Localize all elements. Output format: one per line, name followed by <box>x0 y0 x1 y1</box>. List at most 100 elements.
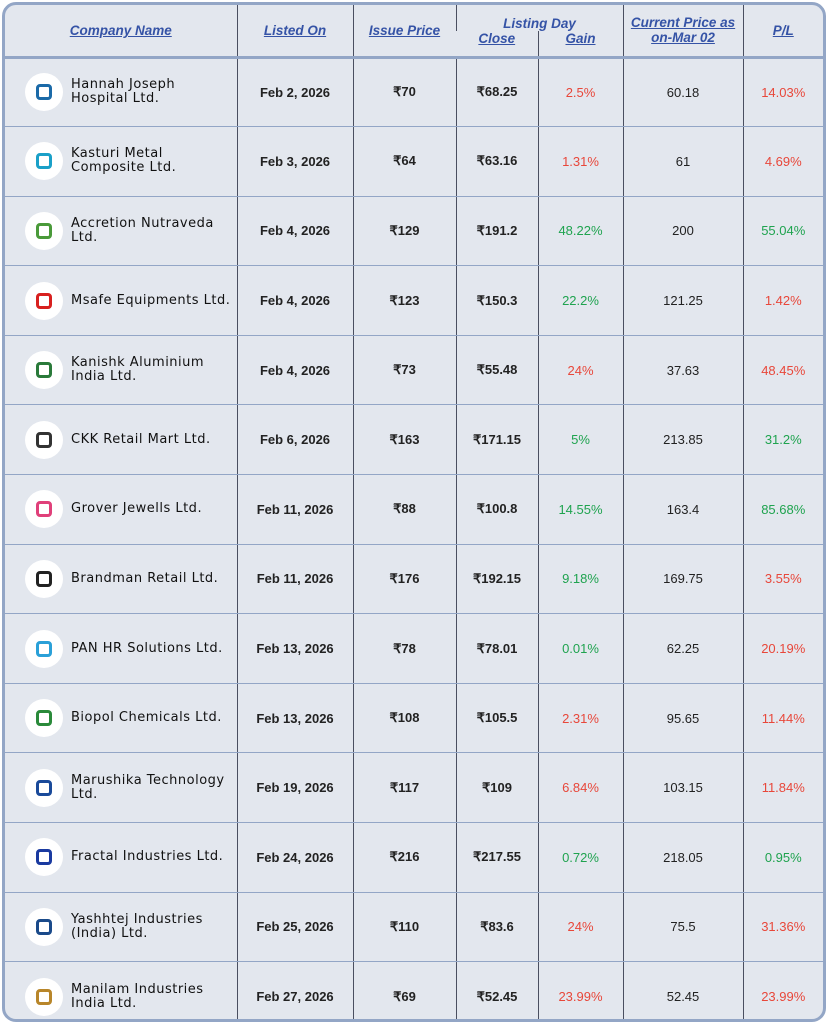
listing-gain: 24% <box>537 892 624 963</box>
company-logo-icon <box>25 211 63 250</box>
company-name[interactable]: PAN HR Solutions Ltd. <box>71 640 223 656</box>
listing-close: ₹217.55 <box>455 822 538 893</box>
listed-on: Feb 11, 2026 <box>236 544 353 615</box>
current-price: 75.5 <box>622 892 744 963</box>
company-name[interactable]: Yashhtej Industries (India) Ltd. <box>71 911 203 941</box>
profit-loss: 23.99% <box>742 961 823 1019</box>
company-name[interactable]: Brandman Retail Ltd. <box>71 570 219 586</box>
listing-close: ₹68.25 <box>455 57 538 128</box>
company-logo-icon <box>25 907 63 946</box>
current-price: 121.25 <box>622 265 744 336</box>
company-name[interactable]: Grover Jewells Ltd. <box>71 501 203 517</box>
table-row: Biopol Chemicals Ltd. Feb 13, 2026 ₹108 … <box>5 683 823 754</box>
listing-close: ₹192.15 <box>455 544 538 615</box>
listing-gain: 0.72% <box>537 822 624 893</box>
profit-loss: 14.03% <box>742 57 823 128</box>
listing-close: ₹171.15 <box>455 404 538 476</box>
company-name[interactable]: Msafe Equipments Ltd. <box>71 292 231 308</box>
issue-price: ₹129 <box>352 196 456 267</box>
listing-close: ₹55.48 <box>455 335 538 406</box>
table-row: Manilam Industries India Ltd. Feb 27, 20… <box>5 961 823 1019</box>
company-logo-icon <box>25 73 63 112</box>
issue-price: ₹70 <box>352 57 456 128</box>
table-row: CKK Retail Mart Ltd. Feb 6, 2026 ₹163 ₹1… <box>5 404 823 476</box>
listing-gain: 24% <box>537 335 624 406</box>
listing-close: ₹109 <box>455 752 538 824</box>
table-row: Kasturi Metal Composite Ltd. Feb 3, 2026… <box>5 126 823 197</box>
listed-on: Feb 24, 2026 <box>236 822 353 893</box>
header-listed-on[interactable]: Listed On <box>236 5 353 59</box>
table-row: PAN HR Solutions Ltd. Feb 13, 2026 ₹78 ₹… <box>5 613 823 684</box>
company-logo-icon <box>25 768 63 807</box>
company-name[interactable]: Accretion Nutraveda Ltd. <box>71 215 214 245</box>
company-name[interactable]: CKK Retail Mart Ltd. <box>71 431 211 447</box>
listing-gain: 0.01% <box>537 613 624 684</box>
listing-gain: 9.18% <box>537 544 624 615</box>
profit-loss: 11.44% <box>742 683 823 754</box>
issue-price: ₹216 <box>352 822 456 893</box>
issue-price: ₹78 <box>352 613 456 684</box>
listed-on: Feb 2, 2026 <box>236 57 353 128</box>
listing-gain: 5% <box>537 404 624 476</box>
profit-loss: 55.04% <box>742 196 823 267</box>
company-logo-icon <box>25 281 63 320</box>
current-price: 213.85 <box>622 404 744 476</box>
table-row: Accretion Nutraveda Ltd. Feb 4, 2026 ₹12… <box>5 196 823 267</box>
listing-close: ₹63.16 <box>455 126 538 197</box>
listed-on: Feb 4, 2026 <box>236 335 353 406</box>
current-price: 52.45 <box>622 961 744 1019</box>
listed-on: Feb 3, 2026 <box>236 126 353 197</box>
issue-price: ₹73 <box>352 335 456 406</box>
company-name[interactable]: Kasturi Metal Composite Ltd. <box>71 146 177 176</box>
listing-close: ₹52.45 <box>455 961 538 1019</box>
header-current-price[interactable]: Current Price as on-Mar 02 <box>622 5 744 59</box>
issue-price: ₹108 <box>352 683 456 754</box>
current-price: 61 <box>622 126 744 197</box>
header-close[interactable]: Close <box>456 31 538 59</box>
profit-loss: 0.95% <box>742 822 823 893</box>
company-name[interactable]: Kanishk Aluminium India Ltd. <box>71 355 205 385</box>
table-row: Fractal Industries Ltd. Feb 24, 2026 ₹21… <box>5 822 823 893</box>
listing-gain: 6.84% <box>537 752 624 824</box>
listing-gain: 23.99% <box>537 961 624 1019</box>
listing-close: ₹191.2 <box>455 196 538 267</box>
profit-loss: 1.42% <box>742 265 823 336</box>
profit-loss: 3.55% <box>742 544 823 615</box>
company-name[interactable]: Hannah Joseph Hospital Ltd. <box>71 77 176 107</box>
header-company-name[interactable]: Company Name <box>5 5 237 59</box>
profit-loss: 20.19% <box>742 613 823 684</box>
listing-gain: 2.31% <box>537 683 624 754</box>
header-issue-price[interactable]: Issue Price <box>352 5 456 59</box>
current-price: 103.15 <box>622 752 744 824</box>
company-name[interactable]: Biopol Chemicals Ltd. <box>71 710 222 726</box>
company-name[interactable]: Manilam Industries India Ltd. <box>71 981 204 1011</box>
issue-price: ₹176 <box>352 544 456 615</box>
profit-loss: 11.84% <box>742 752 823 824</box>
table-row: Msafe Equipments Ltd. Feb 4, 2026 ₹123 ₹… <box>5 265 823 336</box>
company-logo-icon <box>25 977 63 1016</box>
listing-close: ₹150.3 <box>455 265 538 336</box>
listed-on: Feb 13, 2026 <box>236 613 353 684</box>
header-pl[interactable]: P/L <box>742 5 823 59</box>
current-price: 60.18 <box>622 57 744 128</box>
company-logo-icon <box>25 559 63 598</box>
table-row: Grover Jewells Ltd. Feb 11, 2026 ₹88 ₹10… <box>5 474 823 545</box>
listing-gain: 2.5% <box>537 57 624 128</box>
company-logo-icon <box>25 838 63 877</box>
header-gain[interactable]: Gain <box>537 31 624 59</box>
company-logo-icon <box>25 142 63 181</box>
listing-gain: 22.2% <box>537 265 624 336</box>
listed-on: Feb 19, 2026 <box>236 752 353 824</box>
company-name[interactable]: Marushika Technology Ltd. <box>71 772 225 802</box>
listing-close: ₹105.5 <box>455 683 538 754</box>
issue-price: ₹163 <box>352 404 456 476</box>
current-price: 37.63 <box>622 335 744 406</box>
listing-close: ₹78.01 <box>455 613 538 684</box>
listed-on: Feb 4, 2026 <box>236 265 353 336</box>
current-price: 200 <box>622 196 744 267</box>
company-name[interactable]: Fractal Industries Ltd. <box>71 849 224 865</box>
issue-price: ₹110 <box>352 892 456 963</box>
current-price: 169.75 <box>622 544 744 615</box>
listing-close: ₹83.6 <box>455 892 538 963</box>
